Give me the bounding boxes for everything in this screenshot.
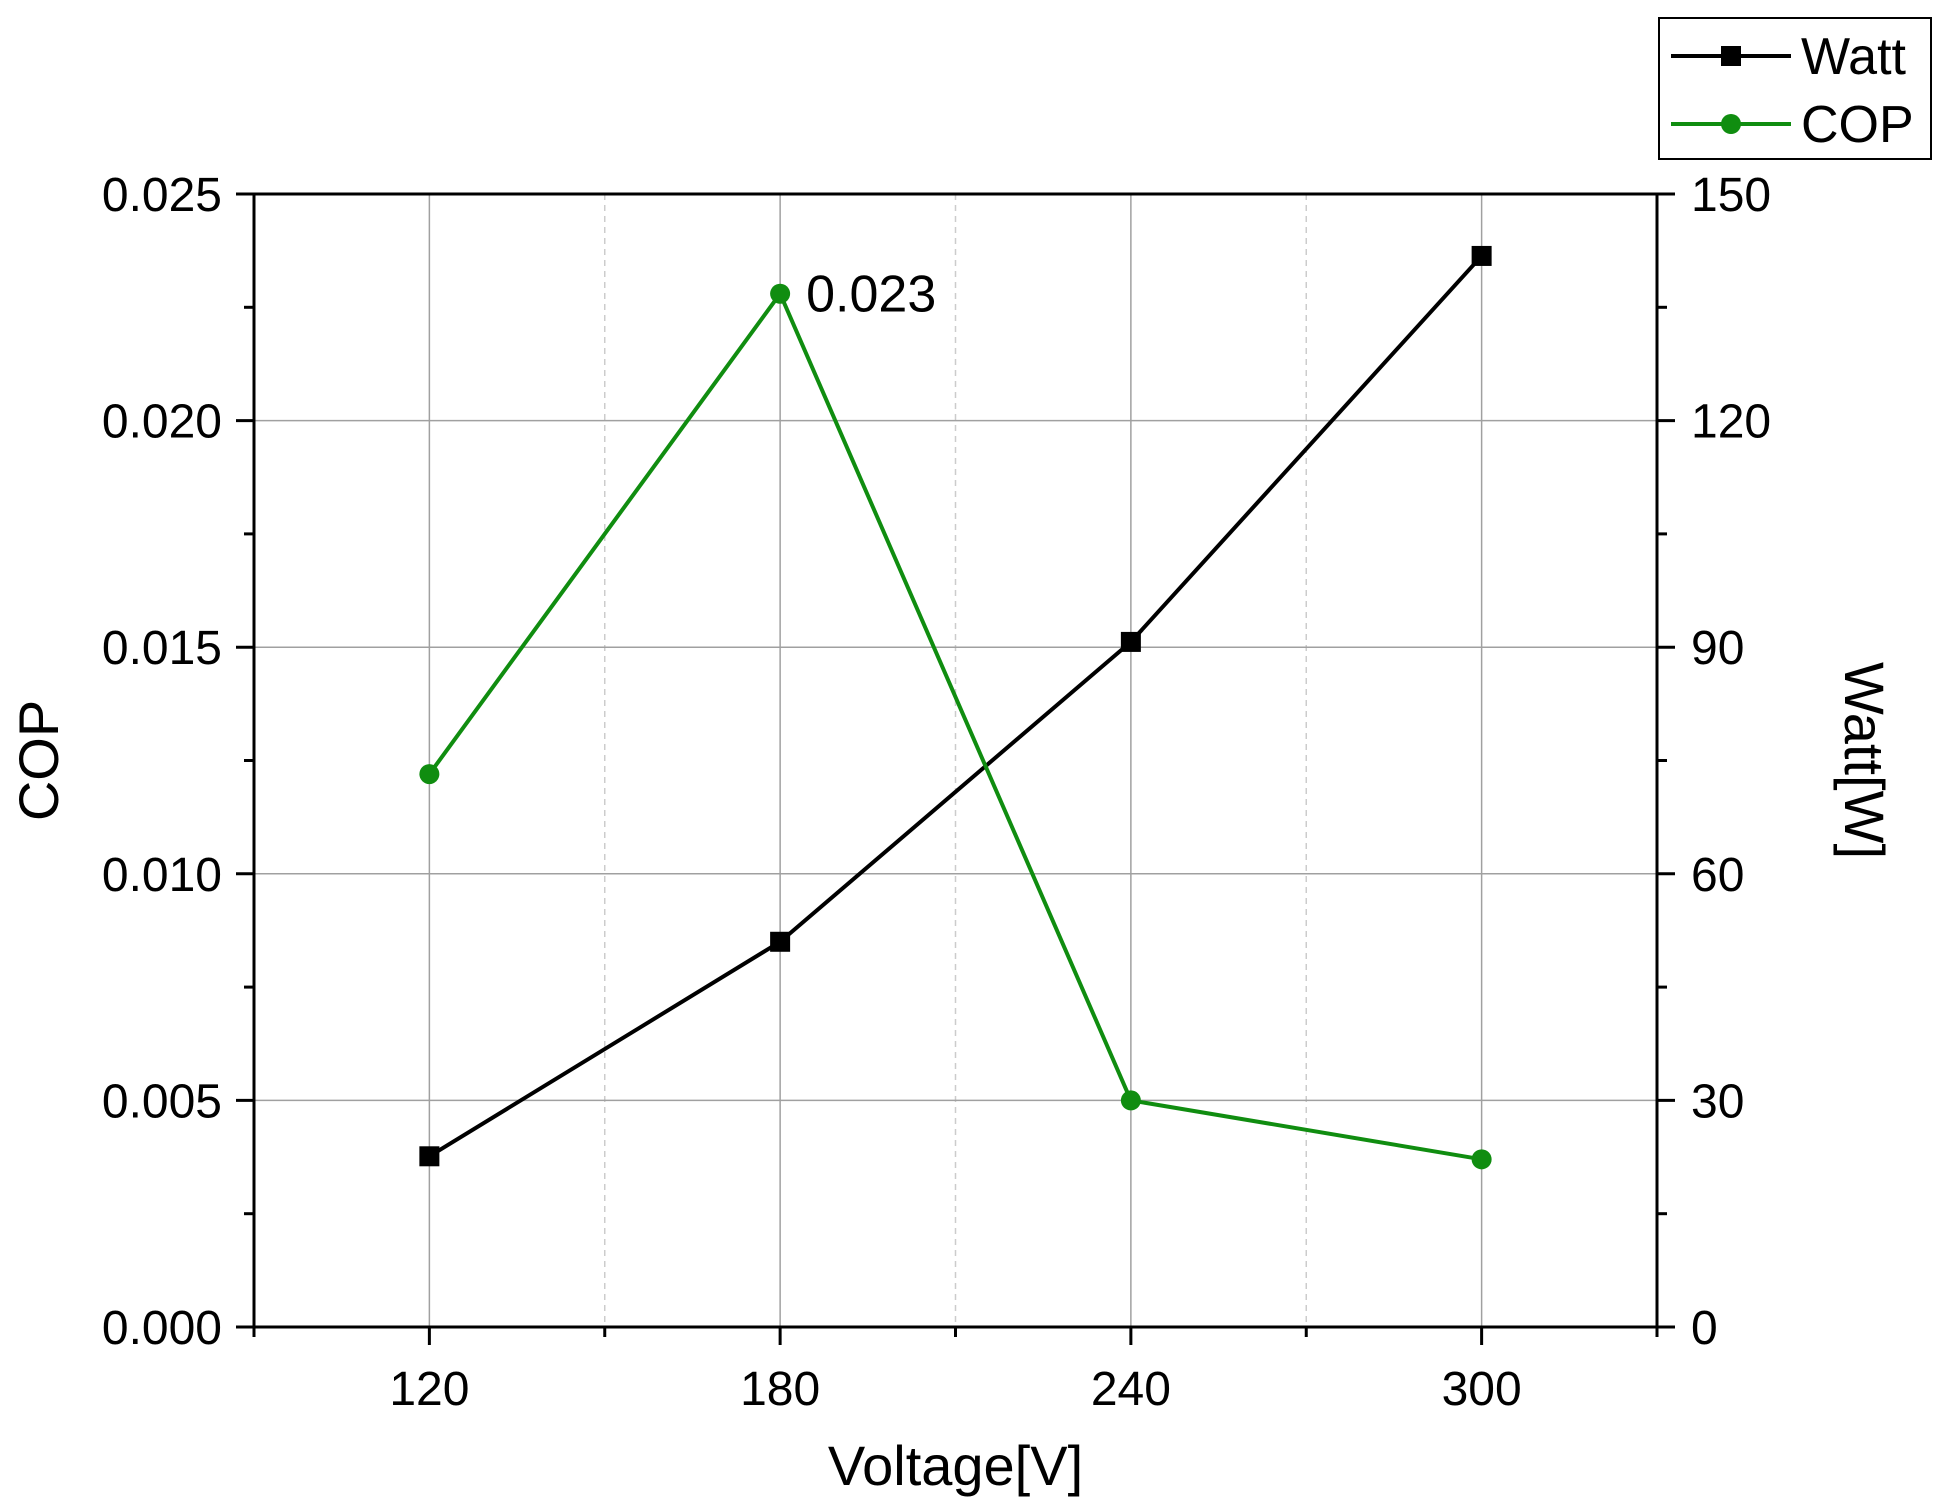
cop-marker (1120, 1090, 1141, 1111)
left-y-tick-label: 0.000 (102, 1302, 222, 1355)
cop-peak-annotation: 0.023 (806, 266, 936, 324)
tick-labels: 120 180 240 300 0.000 0 0.005 30 0.010 60 0.015 90 0… (102, 169, 1771, 1416)
axis-ticks (236, 192, 1675, 1345)
legend-cop-label: COP (1801, 96, 1914, 154)
watt-marker (1471, 245, 1492, 266)
left-y-tick-label: 0.010 (102, 849, 222, 902)
legend-watt-marker (1721, 46, 1741, 66)
legend-cop-marker (1721, 114, 1741, 134)
right-y-tick-label: 150 (1691, 169, 1771, 222)
right-y-tick-label: 120 (1691, 396, 1771, 449)
watt-marker (419, 1146, 440, 1167)
right-y-tick-label: 90 (1691, 622, 1744, 675)
grid (254, 193, 1657, 1328)
x-tick-label: 120 (389, 1363, 469, 1416)
x-tick-label: 300 (1442, 1363, 1522, 1416)
x-tick-label: 240 (1091, 1363, 1171, 1416)
legend-watt-label: Watt (1801, 28, 1907, 86)
right-y-tick-label: 0 (1691, 1302, 1718, 1355)
legend-box (1658, 17, 1932, 160)
right-y-axis-title: Watt[W] (1833, 662, 1896, 859)
series-layer (419, 245, 1492, 1170)
watt-marker (1120, 631, 1141, 652)
cop-line (427, 291, 1482, 1162)
left-y-tick-label: 0.020 (102, 396, 222, 449)
left-y-axis-title: COP (7, 700, 70, 821)
left-y-tick-label: 0.025 (102, 169, 222, 222)
watt-line (428, 254, 1484, 1159)
left-y-tick-label: 0.005 (102, 1075, 222, 1128)
cop-marker (1471, 1149, 1492, 1170)
cop-marker (419, 764, 440, 785)
x-axis-title: Voltage[V] (828, 1434, 1083, 1497)
right-y-tick-label: 60 (1691, 849, 1744, 902)
x-tick-label: 180 (740, 1363, 820, 1416)
watt-marker (770, 931, 791, 952)
cop-marker (770, 283, 791, 304)
legend: Watt COP (1658, 17, 1932, 160)
left-y-tick-label: 0.015 (102, 622, 222, 675)
right-y-tick-label: 30 (1691, 1075, 1744, 1128)
